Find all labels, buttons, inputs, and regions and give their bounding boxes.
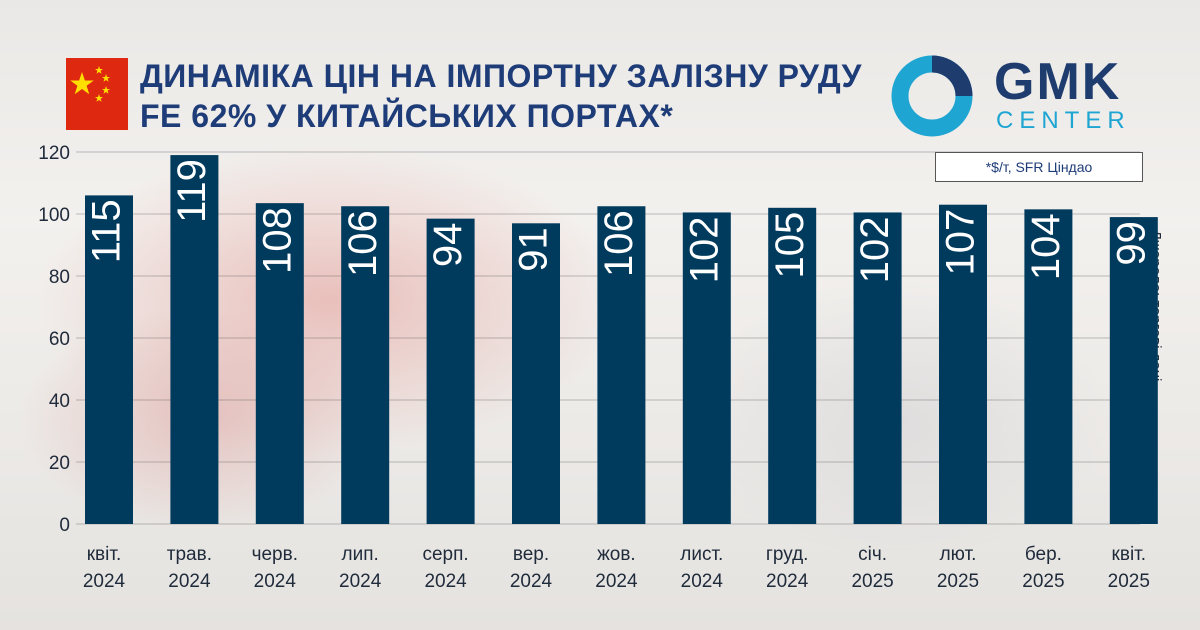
x-tick-label-year: 2024 bbox=[168, 571, 211, 592]
y-tick-label: 0 bbox=[59, 515, 70, 536]
x-tick-label-month: груд. bbox=[766, 544, 809, 565]
y-tick-label: 20 bbox=[49, 453, 70, 474]
x-tick-label-month: квіт. bbox=[1112, 544, 1147, 565]
bar-value-label: 99 bbox=[1109, 221, 1153, 266]
logo-ring-icon bbox=[891, 55, 973, 137]
x-tick-label-year: 2025 bbox=[1108, 571, 1150, 592]
y-axis-ticks: 0 20 40 60 80 100 120 bbox=[38, 143, 70, 536]
chart-title-line-2: FE 62% У КИТАЙСЬКИХ ПОРТАХ* bbox=[140, 98, 674, 134]
y-tick-label: 120 bbox=[38, 143, 70, 164]
x-tick-label-month: трав. bbox=[167, 544, 212, 565]
x-tick-label-month: черв. bbox=[252, 544, 298, 565]
x-tick-label-month: січ. bbox=[858, 544, 887, 565]
x-tick-label-year: 2024 bbox=[83, 571, 126, 592]
bar-value-label: 106 bbox=[597, 210, 641, 277]
x-tick-label-month: жов. bbox=[597, 544, 636, 565]
x-tick-label-year: 2024 bbox=[510, 571, 553, 592]
x-tick-label-month: лист. bbox=[680, 544, 723, 565]
bar-value-label: 115 bbox=[85, 199, 129, 263]
bar-value-label: 107 bbox=[939, 209, 983, 276]
china-flag-icon bbox=[66, 58, 128, 130]
bar bbox=[1024, 209, 1073, 524]
x-tick-label-year: 2024 bbox=[339, 571, 382, 592]
logo-text-main: GMK bbox=[994, 53, 1122, 111]
unit-note: *$/т, SFR Ціндао bbox=[935, 152, 1143, 182]
x-tick-label-year: 2024 bbox=[595, 571, 638, 592]
x-tick-label-month: лют. bbox=[940, 544, 977, 565]
bar-value-label: 102 bbox=[853, 216, 897, 283]
x-tick-label-year: 2025 bbox=[851, 571, 893, 592]
bar-value-label: 91 bbox=[512, 227, 556, 271]
x-tick-label-year: 2025 bbox=[1022, 571, 1064, 592]
chart-title-line-1: ДИНАМІКА ЦІН НА ІМПОРТНУ ЗАЛІЗНУ РУДУ bbox=[140, 58, 862, 94]
x-tick-label-year: 2024 bbox=[766, 571, 809, 592]
bar-value-label: 94 bbox=[426, 223, 470, 268]
bar bbox=[85, 195, 133, 524]
bars bbox=[85, 155, 1158, 525]
x-axis-ticks: квіт. 2024 трав. 2024 черв. 2024 лип. 2024 серп.… bbox=[83, 544, 1150, 592]
x-tick-label-month: лип. bbox=[342, 544, 379, 565]
bar bbox=[682, 212, 731, 524]
bar bbox=[853, 212, 902, 524]
bar bbox=[512, 223, 560, 525]
y-tick-label: 100 bbox=[38, 205, 70, 226]
bar bbox=[170, 155, 219, 524]
bar-value-label: 106 bbox=[341, 210, 385, 277]
bar bbox=[426, 218, 475, 524]
bar bbox=[768, 207, 817, 525]
x-tick-label-year: 2024 bbox=[254, 571, 297, 592]
bar-value-label: 104 bbox=[1024, 213, 1068, 280]
x-tick-label-month: бер. bbox=[1025, 544, 1062, 565]
x-tick-label-month: серп. bbox=[422, 544, 468, 565]
y-tick-label: 60 bbox=[49, 329, 70, 350]
bar bbox=[939, 204, 987, 524]
bar-value-label: 119 bbox=[170, 159, 214, 223]
chart-title: ДИНАМІКА ЦІН НА ІМПОРТНУ ЗАЛІЗНУ РУДУ FE… bbox=[140, 56, 900, 136]
y-tick-label: 40 bbox=[49, 391, 70, 412]
x-tick-label-year: 2025 bbox=[937, 571, 979, 592]
x-tick-label-month: вер. bbox=[513, 544, 549, 565]
bar-value-label: 102 bbox=[682, 216, 726, 283]
x-tick-label-year: 2024 bbox=[681, 571, 724, 592]
bar-value-label: 108 bbox=[255, 207, 299, 274]
logo-text-sub: CENTER bbox=[996, 107, 1131, 134]
bar bbox=[597, 206, 646, 524]
x-tick-label-month: квіт. bbox=[87, 544, 122, 565]
bar-value-labels: 115 119 108 106 94 91 106 102 105 102 107 104 99 bbox=[85, 159, 1154, 283]
bar bbox=[341, 206, 390, 524]
bar bbox=[255, 203, 304, 524]
y-tick-label: 80 bbox=[49, 267, 70, 288]
x-tick-label-year: 2024 bbox=[424, 571, 467, 592]
gmk-center-logo: GMK CENTER bbox=[890, 52, 1140, 137]
bar-value-label: 105 bbox=[768, 212, 812, 279]
bar bbox=[1109, 217, 1158, 524]
